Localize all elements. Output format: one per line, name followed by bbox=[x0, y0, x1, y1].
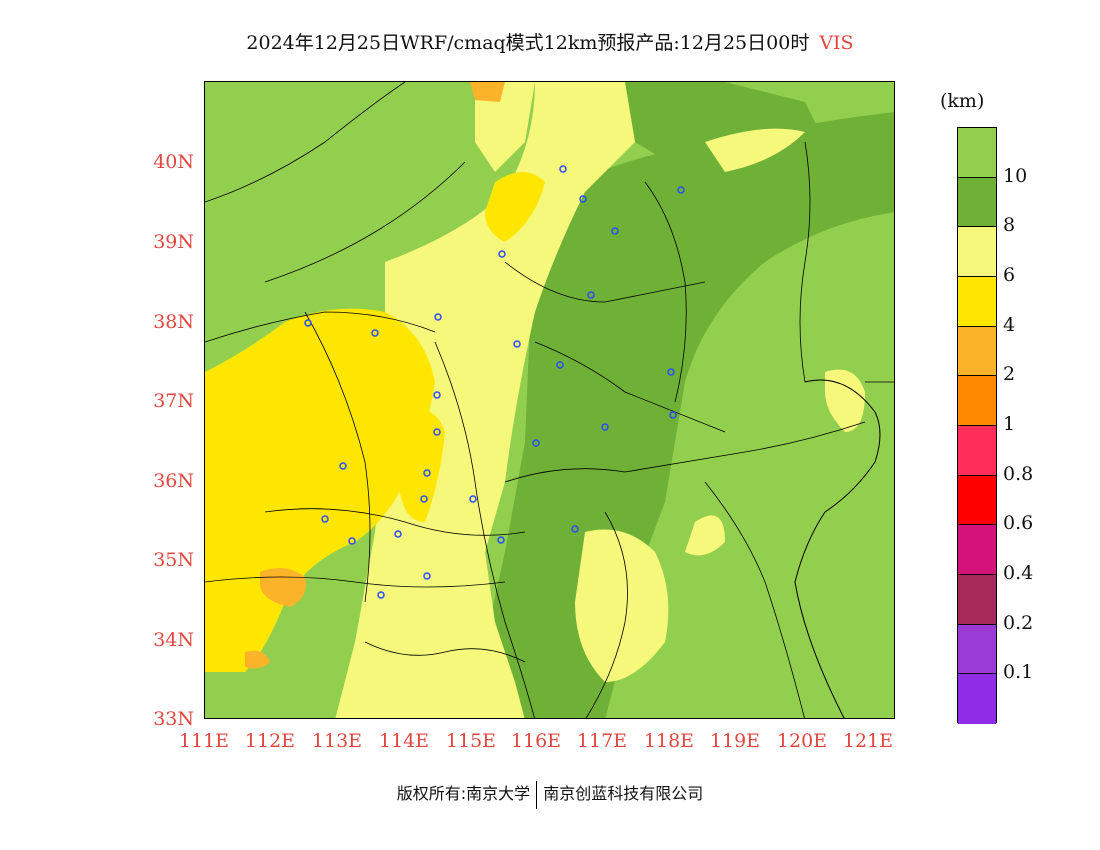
city-marker bbox=[498, 250, 506, 258]
title-main: 2024年12月25日WRF/cmaq模式12km预报产品:12月25日00时 bbox=[246, 32, 810, 54]
x-tick-label: 116E bbox=[510, 730, 562, 752]
city-marker bbox=[497, 536, 505, 544]
region-vis-6 bbox=[335, 82, 635, 718]
colorbar-swatch bbox=[958, 128, 996, 178]
city-marker bbox=[339, 462, 347, 470]
region-vis-6-east bbox=[685, 515, 725, 556]
colorbar-label: 0.4 bbox=[1003, 562, 1034, 584]
y-tick-label: 38N bbox=[153, 311, 194, 333]
region-vis-6-south bbox=[575, 529, 669, 682]
x-tick-label: 117E bbox=[576, 730, 628, 752]
city-marker bbox=[434, 313, 442, 321]
colorbar-label: 0.8 bbox=[1003, 462, 1034, 485]
y-tick-label: 39N bbox=[153, 231, 194, 253]
x-tick-label: 121E bbox=[842, 730, 894, 752]
city-marker bbox=[571, 525, 579, 533]
city-marker bbox=[371, 329, 379, 337]
x-tick-label: 119E bbox=[709, 730, 761, 752]
colorbar-swatch bbox=[958, 376, 996, 426]
city-marker bbox=[433, 391, 441, 399]
y-tick-label: 36N bbox=[153, 470, 194, 492]
colorbar-swatch bbox=[958, 574, 996, 625]
city-marker bbox=[667, 368, 675, 376]
city-marker bbox=[420, 495, 428, 503]
coastline bbox=[794, 379, 881, 718]
x-tick-label: 118E bbox=[643, 730, 695, 752]
colorbar-swatch bbox=[958, 425, 996, 476]
colorbar-label: 6 bbox=[1003, 264, 1016, 286]
city-marker bbox=[587, 291, 595, 299]
colorbar-swatch bbox=[958, 475, 996, 526]
region-vis-6-ne bbox=[705, 128, 805, 172]
city-marker bbox=[532, 439, 540, 447]
region-vis-4-north bbox=[485, 172, 545, 242]
region-vis-6-coast bbox=[825, 369, 865, 432]
city-marker bbox=[611, 227, 619, 235]
y-tick-label: 37N bbox=[153, 390, 194, 412]
region-vis-4-center bbox=[400, 409, 445, 522]
map-canvas bbox=[205, 82, 894, 718]
city-marker bbox=[348, 537, 356, 545]
x-tick-label: 115E bbox=[445, 730, 497, 752]
city-marker bbox=[304, 319, 312, 327]
city-marker bbox=[423, 469, 431, 477]
region-vis-2-south bbox=[245, 650, 270, 669]
colorbar-swatch bbox=[958, 674, 996, 724]
y-tick-label: 35N bbox=[153, 549, 194, 571]
city-marker bbox=[559, 165, 567, 173]
colorbar-label: 0.2 bbox=[1003, 611, 1034, 634]
city-marker bbox=[579, 195, 587, 203]
colorbar-label: 1 bbox=[1003, 413, 1016, 435]
colorbar-swatch bbox=[958, 326, 996, 377]
y-tick-label: 40N bbox=[153, 151, 194, 173]
colorbar-swatch bbox=[958, 525, 996, 575]
x-tick-label: 112E bbox=[244, 730, 296, 752]
footer-separator bbox=[536, 780, 538, 809]
region-vis-2 bbox=[260, 568, 306, 607]
city-marker bbox=[556, 361, 564, 369]
city-marker bbox=[677, 186, 685, 194]
city-marker bbox=[433, 428, 441, 436]
colorbar bbox=[957, 127, 997, 724]
city-markers bbox=[304, 165, 685, 599]
footer: 版权所有:南京大学 南京创蓝科技有限公司 bbox=[0, 780, 1100, 809]
colorbar-label: 10 bbox=[1003, 164, 1028, 187]
y-tick-label: 34N bbox=[153, 629, 194, 651]
title-variable: VIS bbox=[819, 32, 854, 54]
footer-company: 南京创蓝科技有限公司 bbox=[543, 784, 704, 803]
colorbar-swatch bbox=[958, 227, 996, 277]
region-vis-10-nw bbox=[205, 82, 473, 362]
x-tick-label: 114E bbox=[378, 730, 430, 752]
region-vis-8-east bbox=[455, 112, 894, 718]
y-tick-label: 33N bbox=[153, 708, 194, 730]
x-tick-label: 113E bbox=[311, 730, 363, 752]
x-tick-label: 111E bbox=[178, 730, 230, 752]
map-title: 2024年12月25日WRF/cmaq模式12km预报产品:12月25日00时 V… bbox=[0, 28, 1100, 55]
city-marker bbox=[601, 423, 609, 431]
city-marker bbox=[377, 591, 385, 599]
city-marker bbox=[669, 411, 677, 419]
colorbar-label: 8 bbox=[1003, 214, 1016, 237]
city-marker bbox=[394, 530, 402, 538]
region-vis-2-north bbox=[470, 82, 505, 102]
legend-unit: (km) bbox=[940, 90, 985, 112]
visibility-map bbox=[204, 81, 895, 719]
x-tick-label: 120E bbox=[776, 730, 828, 752]
city-marker bbox=[423, 572, 431, 580]
city-marker bbox=[321, 515, 329, 523]
admin-borders bbox=[205, 82, 894, 718]
colorbar-swatch bbox=[958, 276, 996, 327]
colorbar-label: 0.6 bbox=[1003, 512, 1034, 535]
region-vis-6-north bbox=[475, 82, 535, 172]
colorbar-label: 0.1 bbox=[1003, 661, 1034, 684]
footer-copyright: 版权所有:南京大学 bbox=[396, 784, 531, 803]
colorbar-label: 2 bbox=[1003, 363, 1016, 386]
colorbar-label: 4 bbox=[1003, 313, 1016, 336]
colorbar-swatch bbox=[958, 624, 996, 675]
city-marker bbox=[469, 495, 477, 503]
colorbar-swatch bbox=[958, 177, 996, 228]
city-marker bbox=[513, 340, 521, 348]
